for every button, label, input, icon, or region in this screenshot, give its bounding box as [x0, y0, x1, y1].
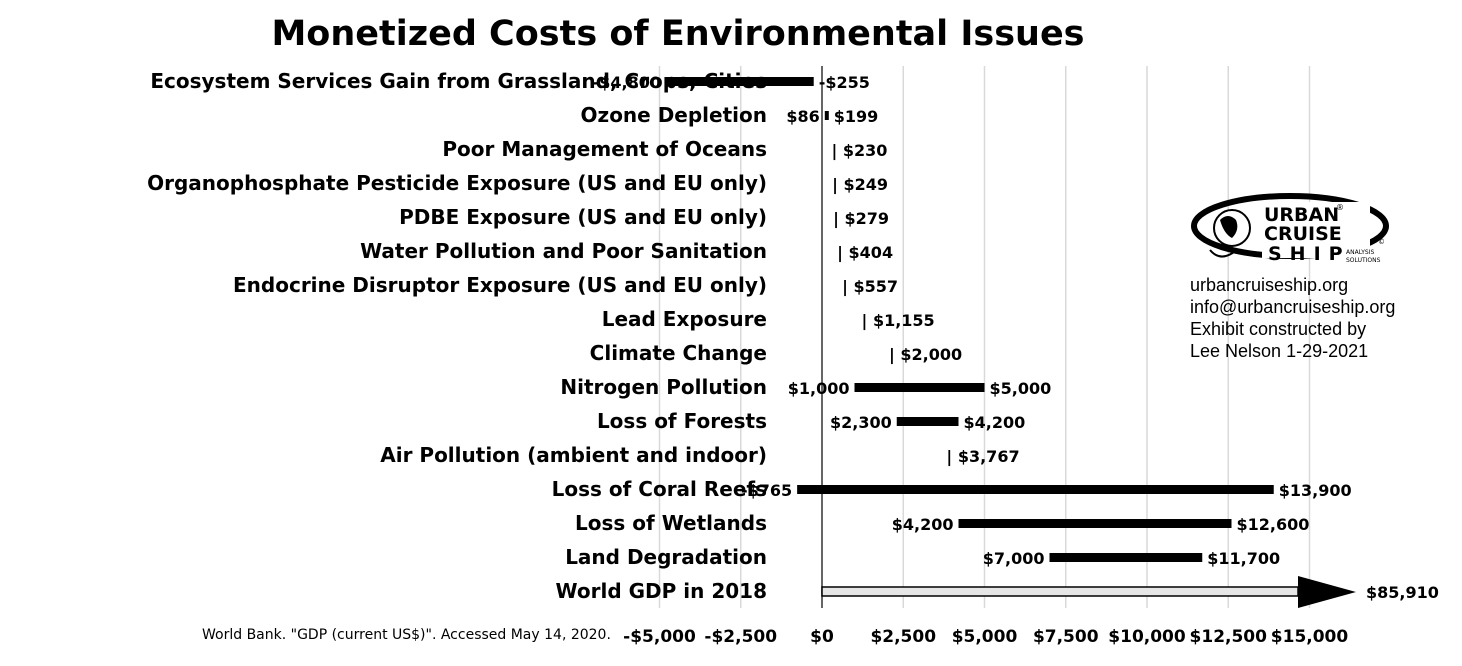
data-label-high: $85,910: [1366, 583, 1439, 602]
category-label: Endocrine Disruptor Exposure (US and EU …: [233, 273, 767, 297]
category-label: World GDP in 2018: [556, 579, 767, 603]
chart-title: Monetized Costs of Environmental Issues: [271, 14, 1085, 54]
data-label-point: | $2,000: [889, 345, 962, 365]
data-label-low: $4,200: [892, 515, 954, 534]
category-label: PDBE Exposure (US and EU only): [399, 205, 767, 229]
logo-text-ship: SHIP: [1268, 243, 1351, 265]
branding-block: URBAN ® CRUISE SHIP ANALYSIS SOLUTIONS ©…: [1190, 190, 1420, 362]
logo-text-urban: URBAN: [1264, 204, 1339, 226]
data-label-low: $7,000: [983, 549, 1045, 568]
category-label: Climate Change: [590, 341, 767, 365]
category-label: Loss of Coral Reefs: [552, 477, 767, 501]
bar-range: [824, 111, 829, 120]
bar-range: [896, 417, 959, 426]
website-text: urbancruiseship.org: [1190, 275, 1349, 295]
x-tick-label: $10,000: [1108, 627, 1186, 647]
bar-range: [1049, 553, 1203, 562]
category-label: Loss of Forests: [597, 409, 767, 433]
data-label-high: $4,200: [964, 413, 1026, 432]
data-label-point: | $3,767: [946, 447, 1019, 467]
logo-registered: ®: [1336, 203, 1344, 212]
category-label: Poor Management of Oceans: [442, 137, 767, 161]
arrow-head-icon: [1298, 576, 1356, 608]
source-note: World Bank. "GDP (current US$)". Accesse…: [202, 627, 611, 643]
bar-range: [958, 519, 1232, 528]
logo-copyright: ©: [1378, 238, 1385, 246]
data-label-low: -$765: [741, 481, 792, 500]
bar-range: [797, 485, 1274, 494]
logo-tagline-solutions: SOLUTIONS: [1346, 257, 1381, 264]
x-tick-label: -$5,000: [623, 627, 696, 647]
data-label-high: $11,700: [1207, 549, 1280, 568]
labels: -$5,000 -$2,500 $0 $2,500 $5,000 $7,500 $10,00…: [147, 69, 1439, 647]
category-label: Air Pollution (ambient and indoor): [380, 443, 767, 467]
category-label: Nitrogen Pollution: [560, 375, 767, 399]
category-label: Ozone Depletion: [581, 103, 767, 127]
data-label-point: | $230: [831, 141, 887, 161]
data-label-point: | $249: [832, 175, 888, 195]
data-label-point: | $404: [837, 243, 893, 263]
data-label-point: | $1,155: [862, 311, 935, 331]
data-label-low: $86: [786, 107, 819, 126]
gridlines: [658, 66, 1311, 608]
x-tick-label: -$2,500: [704, 627, 777, 647]
data-label-high: -$255: [819, 73, 870, 92]
data-label-low: -$4,800: [593, 73, 661, 92]
category-label: Organophosphate Pesticide Exposure (US a…: [147, 171, 767, 195]
category-label: Lead Exposure: [602, 307, 767, 331]
data-label-low: $1,000: [788, 379, 850, 398]
credit-line-1: Exhibit constructed by: [1190, 319, 1367, 339]
data-label-point: | $279: [833, 209, 889, 229]
bar-range: [854, 383, 985, 392]
x-tick-label: $15,000: [1271, 627, 1349, 647]
credit-line-2: Lee Nelson 1-29-2021: [1190, 341, 1369, 361]
data-label-high: $199: [834, 107, 879, 126]
x-tick-label: $0: [810, 627, 834, 647]
data-label-high: $13,900: [1279, 481, 1352, 500]
x-tick-label: $12,500: [1190, 627, 1268, 647]
x-tick-label: $2,500: [870, 627, 936, 647]
x-tick-label: $7,500: [1033, 627, 1099, 647]
data-label-point: | $557: [842, 277, 898, 297]
data-label-high: $12,600: [1237, 515, 1310, 534]
urban-cruise-ship-logo: URBAN ® CRUISE SHIP ANALYSIS SOLUTIONS ©: [1191, 193, 1389, 265]
category-label: Ecosystem Services Gain from Grassland, …: [150, 69, 767, 93]
category-label: Land Degradation: [565, 545, 767, 569]
category-label: Loss of Wetlands: [575, 511, 767, 535]
bars: [666, 77, 1356, 608]
x-tick-label: $5,000: [952, 627, 1018, 647]
data-label-low: $2,300: [830, 413, 892, 432]
data-label-high: $5,000: [990, 379, 1052, 398]
bar-range: [821, 586, 1299, 597]
logo-tagline-analysis: ANALYSIS: [1346, 249, 1374, 256]
email-text: info@urbancruiseship.org: [1190, 297, 1396, 317]
logo-text-cruise: CRUISE: [1264, 223, 1342, 245]
category-label: Water Pollution and Poor Sanitation: [360, 239, 767, 263]
bar-range: [666, 77, 814, 86]
